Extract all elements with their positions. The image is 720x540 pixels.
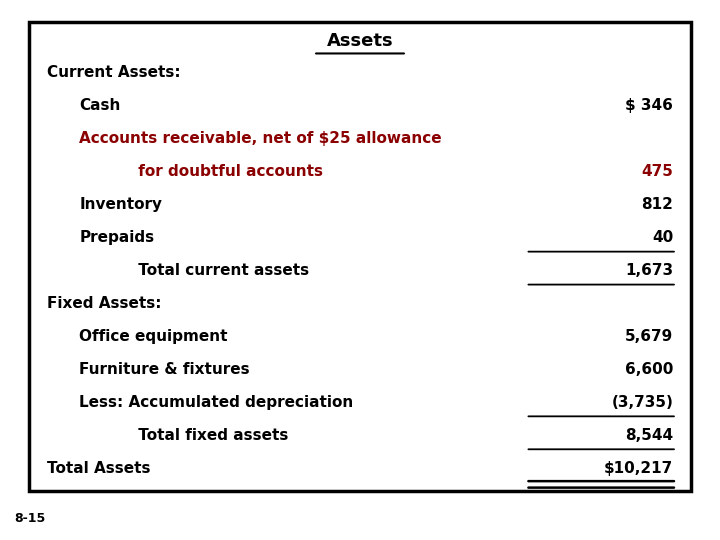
Text: 8,544: 8,544 [625,428,673,443]
Text: Prepaids: Prepaids [79,230,154,245]
Text: (3,735): (3,735) [611,395,673,410]
Text: Accounts receivable, net of $25 allowance: Accounts receivable, net of $25 allowanc… [79,131,442,146]
Text: Furniture & fixtures: Furniture & fixtures [79,362,250,377]
Text: Inventory: Inventory [79,197,162,212]
Text: Assets: Assets [327,31,393,50]
Text: 8-15: 8-15 [14,512,45,525]
Text: Cash: Cash [79,98,120,113]
Text: Less: Accumulated depreciation: Less: Accumulated depreciation [79,395,354,410]
Text: $ 346: $ 346 [626,98,673,113]
Text: 812: 812 [642,197,673,212]
Text: Office equipment: Office equipment [79,329,228,344]
Text: 1,673: 1,673 [625,263,673,278]
FancyBboxPatch shape [29,22,691,491]
Text: for doubtful accounts: for doubtful accounts [112,164,323,179]
Text: 5,679: 5,679 [625,329,673,344]
Text: 475: 475 [642,164,673,179]
Text: Fixed Assets:: Fixed Assets: [47,296,161,311]
Text: Total fixed assets: Total fixed assets [112,428,288,443]
Text: 6,600: 6,600 [625,362,673,377]
Text: Total current assets: Total current assets [112,263,309,278]
Text: Current Assets:: Current Assets: [47,65,181,80]
Text: $10,217: $10,217 [604,461,673,476]
Text: 40: 40 [652,230,673,245]
Text: Total Assets: Total Assets [47,461,150,476]
